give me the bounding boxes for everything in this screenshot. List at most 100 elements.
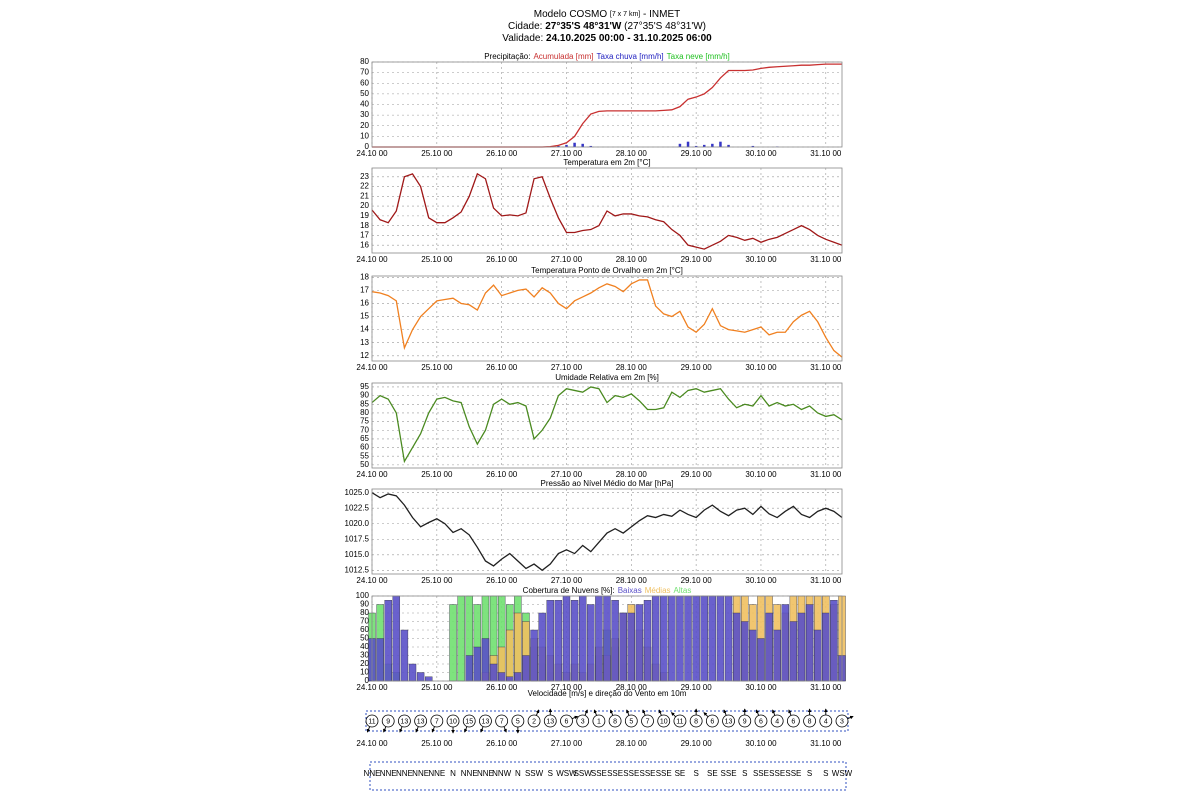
speed-circle (608, 714, 622, 728)
wind-arrow (658, 709, 662, 716)
bar (473, 646, 482, 682)
direction-label: SSE (640, 769, 656, 778)
title-text: Pressão ao Nível Médio do Mar [hPa] (541, 479, 674, 488)
plot-frame (371, 275, 843, 362)
line-series (371, 492, 843, 572)
x-tick-label: 27.10 00 (551, 683, 583, 692)
direction-label: NNE (380, 769, 397, 778)
speed-circle (576, 714, 590, 728)
y-tick-label: 1017.5 (345, 534, 370, 543)
y-tick-label: 20 (360, 201, 369, 210)
speed-label: 5 (516, 718, 520, 725)
speed-label: 2 (532, 718, 536, 725)
direction-label: SE (707, 769, 718, 778)
wind-arrow (431, 726, 436, 733)
bar (565, 144, 568, 147)
bar (619, 612, 627, 682)
bar (830, 600, 838, 682)
x-tick-label: 25.10 00 (421, 470, 453, 479)
speed-circle (722, 714, 735, 728)
x-tick-label: 29.10 00 (681, 683, 713, 692)
y-tick-label: 30 (360, 110, 369, 119)
direction-label: SSE (785, 769, 801, 778)
x-tick-label: 30.10 00 (745, 363, 777, 372)
bar (700, 595, 708, 682)
x-tick-label: 25.10 00 (421, 739, 453, 748)
bar (554, 600, 563, 682)
bar (660, 595, 668, 682)
bar (530, 629, 538, 682)
x-tick-label: 24.10 00 (356, 149, 388, 158)
speed-circle (657, 714, 671, 728)
bar (702, 144, 706, 147)
x-tick-label: 30.10 00 (745, 470, 777, 479)
y-tick-label: 60 (360, 625, 369, 634)
bar (400, 629, 409, 682)
plot-frame (371, 382, 843, 469)
direction-label: SSE (753, 769, 769, 778)
x-tick-label: 25.10 00 (421, 576, 453, 585)
speed-label: 13 (417, 718, 425, 725)
y-tick-label: 1022.5 (345, 503, 370, 512)
bar (678, 143, 682, 147)
bar (384, 600, 392, 682)
speed-circle (592, 714, 606, 728)
wind-arrow (415, 726, 419, 733)
y-tick-label: 70 (360, 617, 369, 626)
speed-label: 3 (840, 718, 844, 725)
x-tick-label: 25.10 00 (421, 255, 453, 264)
y-tick-label: 10 (360, 668, 369, 677)
y-tick-label: 22 (360, 182, 369, 191)
speed-label: 3 (581, 718, 585, 725)
y-tick-label: 10 (360, 131, 369, 140)
speed-label: 6 (791, 718, 795, 725)
direction-label: SSW (574, 769, 593, 778)
y-tick-label: 95 (360, 382, 369, 391)
direction-label: NNE (412, 769, 429, 778)
x-tick-label: 27.10 00 (551, 470, 583, 479)
bar (416, 672, 425, 682)
x-tick-label: 29.10 00 (681, 255, 713, 264)
bar (562, 595, 571, 682)
x-tick-label: 26.10 00 (486, 363, 518, 372)
header-validity: Validade: 24.10.2025 00:00 - 31.10.2025 … (502, 33, 712, 44)
speed-circle (819, 714, 833, 728)
direction-label: SSE (591, 769, 607, 778)
wind-arrow (366, 726, 371, 733)
x-tick-label: 24.10 00 (356, 683, 388, 692)
speed-circle (462, 714, 476, 728)
speed-label: 4 (824, 718, 828, 725)
speed-circle (689, 714, 703, 728)
line-series (371, 386, 843, 464)
x-tick-label: 27.10 00 (551, 363, 583, 372)
speed-circle (430, 714, 444, 728)
x-tick-label: 31.10 00 (810, 739, 842, 748)
speed-circle (641, 714, 654, 728)
speed-label: 11 (368, 718, 375, 725)
y-tick-label: 100 (356, 591, 370, 600)
speed-circle (624, 714, 638, 728)
header-model: Modelo COSMO [7 x 7 km] - INMET (534, 9, 680, 20)
wind-arrow (671, 712, 677, 718)
y-tick-label: 1015.0 (345, 550, 370, 559)
speed-label: 8 (808, 718, 812, 725)
header-city: Cidade: 27°35'S 48°31'W (27°35'S 48°31'W… (508, 21, 706, 32)
title-text: Temperatura em 2m [°C] (563, 158, 650, 167)
direction-label: NNE (477, 769, 494, 778)
bar (676, 595, 684, 682)
x-tick-label: 31.10 00 (810, 576, 842, 585)
bar (751, 145, 755, 147)
y-tick-label: 20 (360, 659, 369, 668)
plot-frame (371, 488, 843, 575)
y-tick-label: 0 (365, 676, 370, 685)
wind-arrow (464, 726, 468, 733)
bar (749, 629, 757, 682)
x-tick-label: 29.10 00 (681, 149, 713, 158)
speed-circle (381, 714, 395, 728)
y-tick-label: 0 (365, 142, 370, 151)
x-tick-label: 29.10 00 (681, 470, 713, 479)
speed-label: 11 (676, 718, 683, 725)
speed-label: 6 (710, 718, 714, 725)
speed-label: 7 (646, 718, 650, 725)
bar (719, 141, 722, 147)
